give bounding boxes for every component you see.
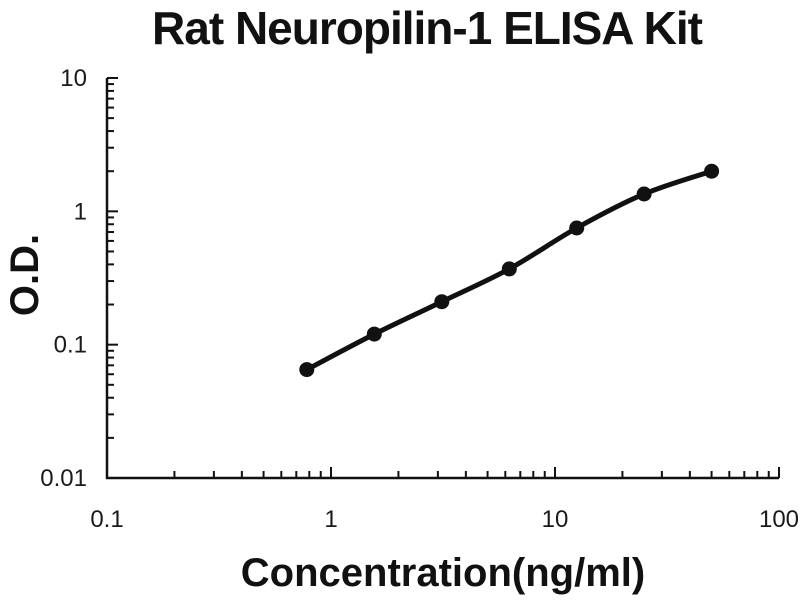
data-point-marker: [569, 220, 585, 236]
chart-title: Rat Neuropilin-1 ELISA Kit: [152, 2, 703, 54]
y-tick-label: 1: [74, 198, 87, 225]
data-point-marker: [704, 163, 720, 179]
series-layer: [299, 163, 720, 378]
data-point-marker: [366, 326, 382, 342]
x-tick-label: 0.1: [90, 506, 123, 533]
y-axis-title: O.D.: [3, 234, 47, 316]
y-tick-label: 0.01: [40, 465, 87, 492]
y-tick-label: 10: [60, 65, 87, 92]
x-tick-label: 1: [324, 506, 337, 533]
tick-layer: [106, 77, 780, 479]
data-point-marker: [434, 294, 450, 310]
axes-layer: [105, 78, 779, 480]
x-tick-label: 100: [759, 506, 799, 533]
x-axis-title: Concentration(ng/ml): [241, 551, 645, 595]
axis-spines: [105, 78, 779, 480]
y-tick-label: 0.1: [54, 332, 87, 359]
x-tick-label: 10: [542, 506, 569, 533]
data-point-marker: [501, 261, 517, 277]
data-point-marker: [636, 186, 652, 202]
data-point-marker: [299, 362, 315, 378]
